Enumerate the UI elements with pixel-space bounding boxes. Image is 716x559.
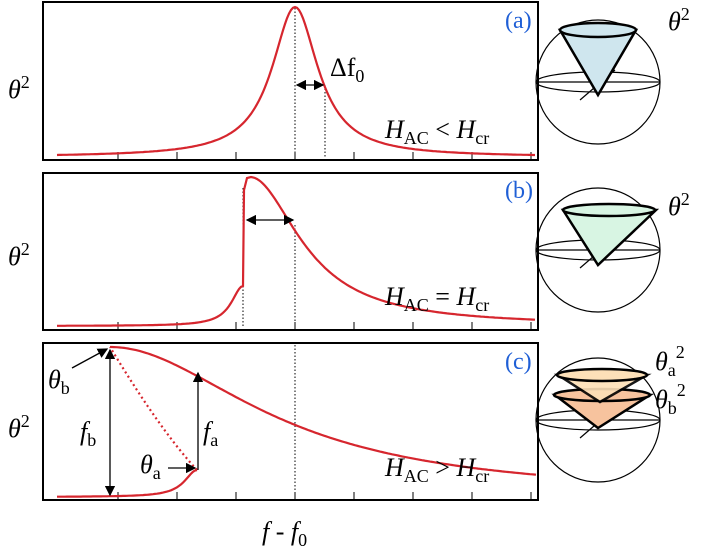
sphere-label: θa2 <box>655 342 685 380</box>
y-label: θ2 <box>8 239 30 271</box>
panel-a-frame <box>42 1 539 161</box>
panel-tag: (c) <box>505 349 532 375</box>
panel-c-frame <box>42 342 539 501</box>
sphere-a <box>535 19 661 145</box>
condition: HAC < Hcr <box>384 115 489 148</box>
annotation: θa <box>140 450 161 483</box>
sphere-b <box>535 187 661 313</box>
response-curve <box>56 5 535 157</box>
panel-b-frame <box>42 172 539 331</box>
response-curve <box>57 468 198 498</box>
response-curve <box>109 346 198 471</box>
width-label: Δf0 <box>330 53 364 86</box>
response-curve <box>57 175 536 327</box>
x-label: f - f0 <box>262 517 307 550</box>
sphere-label: θ2 <box>668 4 690 36</box>
condition: HAC = Hcr <box>384 282 489 315</box>
condition: HAC > Hcr <box>384 453 489 486</box>
sphere-label: θ2 <box>668 189 690 221</box>
annotation: fb <box>80 417 96 450</box>
panel-tag: (a) <box>505 8 532 34</box>
response-curve <box>110 345 537 476</box>
sphere-c <box>535 357 661 483</box>
annotation: θb <box>48 365 70 398</box>
y-label: θ2 <box>8 411 30 443</box>
y-label: θ2 <box>8 72 30 104</box>
panel-tag: (b) <box>505 178 533 204</box>
annotation: fa <box>203 417 218 450</box>
sphere-label: θb2 <box>655 380 686 418</box>
theta-b-arrow <box>71 348 109 369</box>
